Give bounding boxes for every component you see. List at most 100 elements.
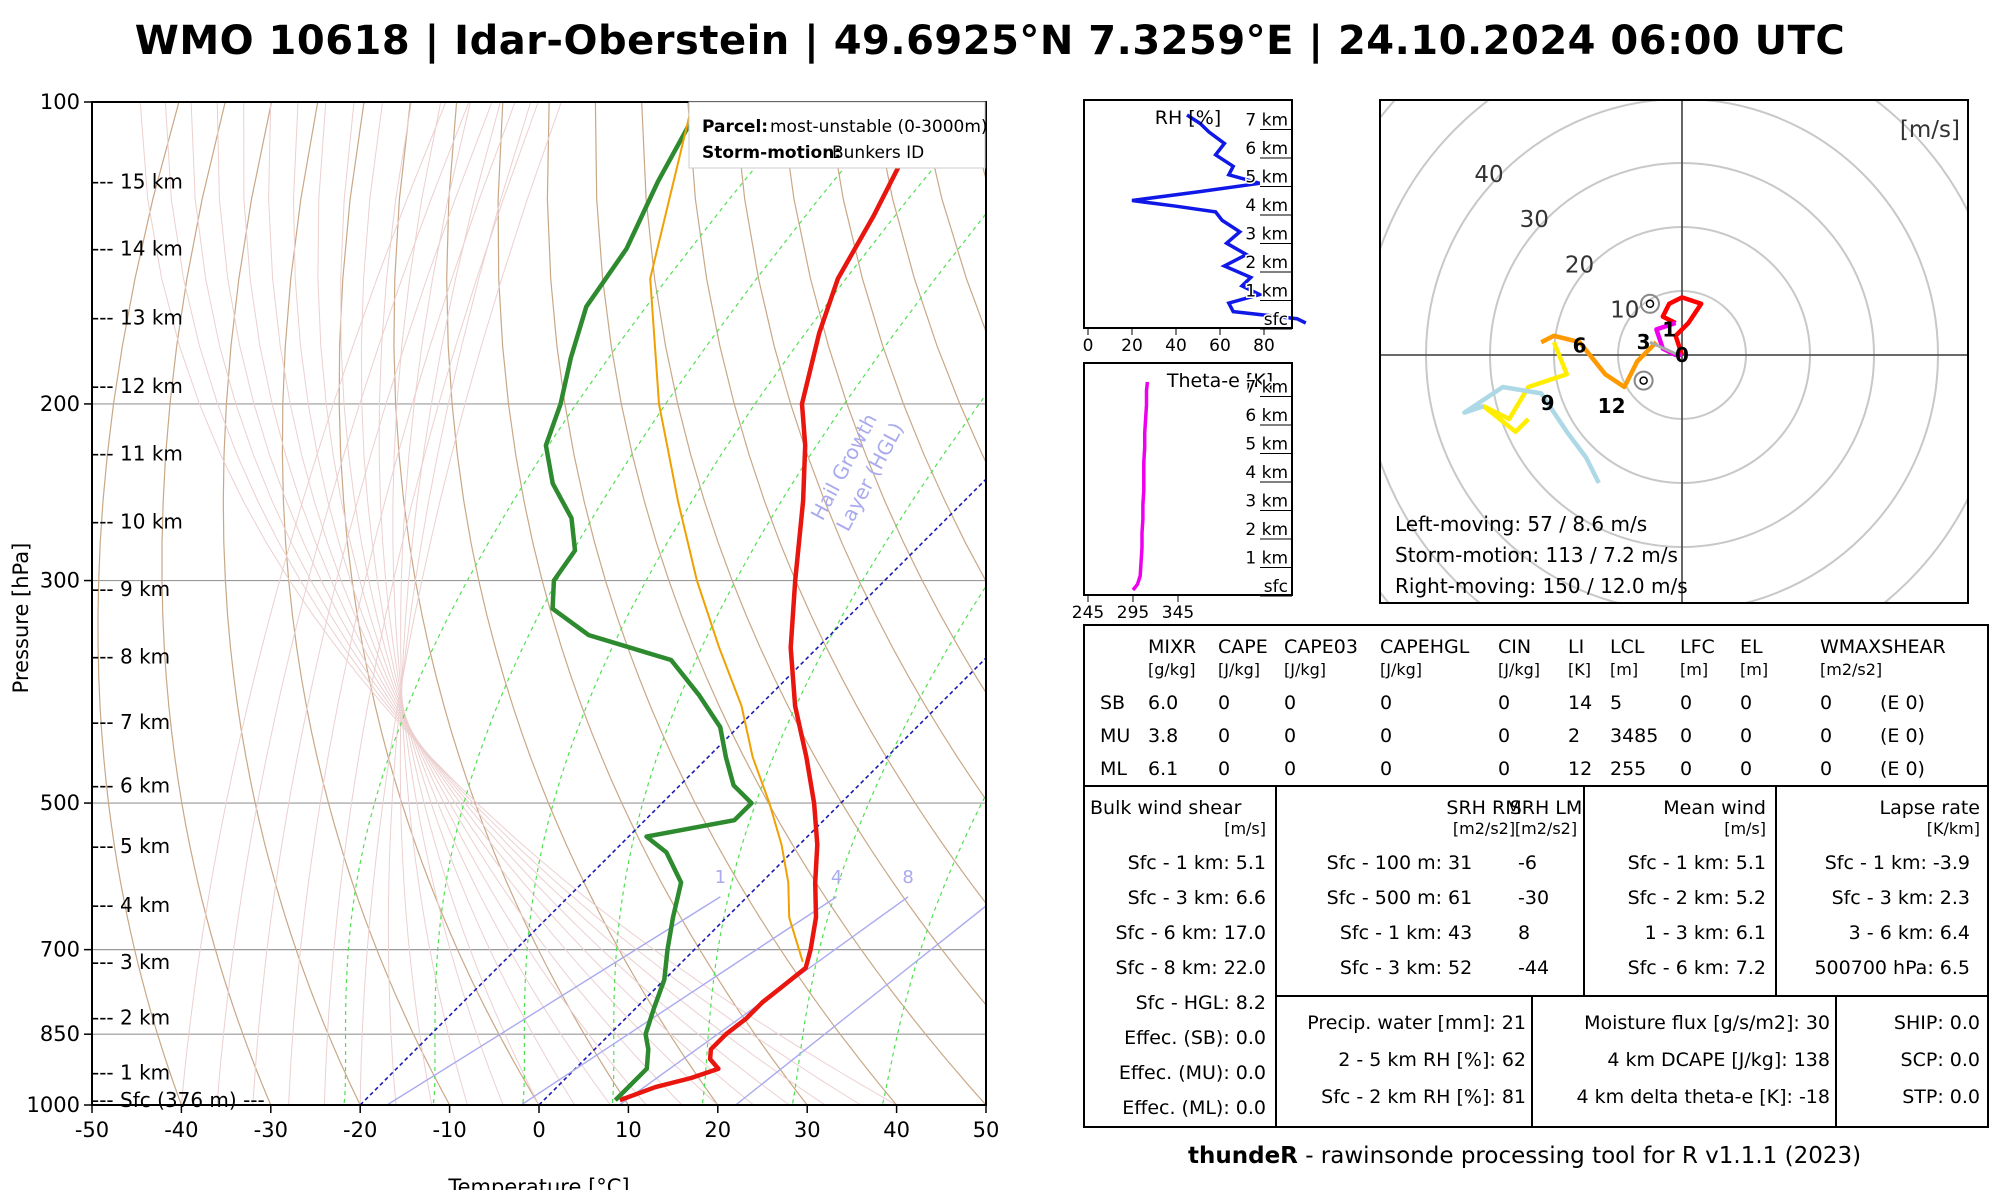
- x-tick-label: 0: [532, 1118, 545, 1142]
- param-value: 0: [1498, 692, 1510, 714]
- dry-adiabat: [872, 102, 986, 464]
- rh-y-tick-label: 1 km: [1245, 282, 1288, 302]
- footer: thundeR - rawinsonde processing tool for…: [1188, 1143, 1861, 1169]
- param-value: 255: [1610, 758, 1646, 780]
- param-value: 0: [1380, 725, 1392, 747]
- param-value: (E 0): [1880, 692, 1925, 714]
- moist-adiabat: [317, 102, 647, 1105]
- storm-motion-text: Storm-motion: 113 / 7.2 m/s: [1395, 543, 1678, 567]
- mean-wind-unit: [m/s]: [1724, 819, 1766, 838]
- lapse-rate-row: Sfc - 3 km: 2.3: [1832, 887, 1970, 909]
- param-header: LCL: [1610, 636, 1645, 658]
- flux-row: 4 km DCAPE [J/kg]: 138: [1607, 1049, 1830, 1071]
- x-tick-label: -20: [343, 1118, 377, 1142]
- param-header: WMAXSHEAR: [1820, 636, 1946, 658]
- moist-adiabat: [190, 102, 827, 1105]
- rh-title: RH [%]: [1155, 107, 1221, 129]
- theta-e-line: [1131, 381, 1150, 592]
- height-label: --- 9 km: [92, 577, 170, 601]
- moisture-row: Precip. water [mm]: 21: [1307, 1012, 1526, 1034]
- param-row-label: MU: [1100, 725, 1130, 747]
- srh-rm-unit: [m2/s2]: [1453, 819, 1515, 838]
- legend-storm-value: Bunkers ID: [832, 143, 924, 163]
- flux-row: Moisture flux [g/s/m2]: 30: [1584, 1012, 1830, 1034]
- moist-adiabat: [216, 102, 470, 1105]
- height-label: --- 7 km: [92, 710, 170, 734]
- mixing-ratio-line: [520, 896, 838, 1105]
- height-label: --- 3 km: [92, 950, 170, 974]
- hodo-height-label: 6: [1573, 333, 1587, 357]
- height-label: --- Sfc (376 m) ---: [92, 1088, 265, 1112]
- storm-marker-dot: [1645, 299, 1655, 309]
- moist-adiabat-dashed: [791, 585, 986, 1105]
- srh-rm-value: 61: [1448, 887, 1472, 909]
- y-tick-label: 700: [40, 938, 80, 962]
- param-value: 2: [1568, 725, 1580, 747]
- dry-adiabat: [446, 102, 719, 1105]
- param-value: 0: [1680, 725, 1692, 747]
- moist-adiabat-dashed: [343, 102, 810, 1105]
- bulk-shear-row: Sfc - 3 km: 6.6: [1128, 887, 1266, 909]
- moist-adiabat: [387, 102, 532, 1105]
- te-y-tick-label: 5 km: [1245, 435, 1288, 455]
- x-tick-label: 20: [704, 1118, 731, 1142]
- moist-adiabat: [292, 102, 683, 1105]
- param-row-label: ML: [1100, 758, 1127, 780]
- rh-y-tick-label: 3 km: [1245, 225, 1288, 245]
- bulk-shear-title: Bulk wind shear: [1090, 797, 1242, 819]
- param-header: CAPEHGL: [1380, 636, 1470, 658]
- hodo-ring-label: 20: [1565, 252, 1594, 278]
- srh-row-label: Sfc - 1 km:: [1340, 922, 1442, 944]
- hodo-segment: [1540, 333, 1658, 390]
- storm-marker: [1633, 370, 1654, 391]
- x-axis-label: Temperature [°C]: [447, 1175, 629, 1190]
- param-value: 0: [1680, 758, 1692, 780]
- height-label: --- 8 km: [92, 644, 170, 668]
- param-value: 0: [1284, 725, 1296, 747]
- moist-adiabat: [360, 102, 576, 1105]
- hodo-height-label: 0: [1675, 343, 1689, 367]
- param-header: EL: [1740, 636, 1763, 658]
- srh-rm-value: 43: [1448, 922, 1472, 944]
- lapse-rate-unit: [K/km]: [1927, 819, 1980, 838]
- bulk-shear-row: Effec. (ML): 0.0: [1122, 1097, 1266, 1119]
- srh-lm-unit: [m2/s2]: [1515, 819, 1577, 838]
- height-label: --- 13 km: [92, 305, 183, 329]
- rh-y-tick-label: 5 km: [1245, 168, 1288, 188]
- bulk-shear-row: Sfc - 6 km: 17.0: [1115, 922, 1266, 944]
- mean-wind-row: Sfc - 2 km: 5.2: [1628, 887, 1766, 909]
- te-y-tick-label: 2 km: [1245, 520, 1288, 540]
- param-value: 0: [1498, 758, 1510, 780]
- storm-motion-text: Left-moving: 57 / 8.6 m/s: [1395, 512, 1647, 536]
- srh-row-label: Sfc - 3 km:: [1340, 957, 1442, 979]
- series-parcel: [649, 102, 804, 963]
- dry-adiabat: [497, 102, 808, 1105]
- param-header: CIN: [1498, 636, 1531, 658]
- param-header: CAPE03: [1284, 636, 1358, 658]
- mean-wind-row: Sfc - 1 km: 5.1: [1628, 852, 1766, 874]
- param-value: 6.1: [1148, 758, 1178, 780]
- srh-row-label: Sfc - 500 m:: [1327, 887, 1442, 909]
- param-header: LI: [1568, 636, 1584, 658]
- te-y-tick-label: 3 km: [1245, 492, 1288, 512]
- moist-adiabat: [164, 102, 862, 1105]
- y-tick-label: 850: [40, 1022, 80, 1046]
- y-tick-label: 200: [40, 392, 80, 416]
- height-label: --- 5 km: [92, 834, 170, 858]
- param-unit: [m]: [1610, 660, 1638, 679]
- mean-wind-title: Mean wind: [1663, 797, 1766, 819]
- dry-adiabat: [97, 102, 183, 1105]
- mixing-ratio-line: [735, 905, 986, 1105]
- mixing-ratio-label: 16: [986, 867, 1009, 888]
- lapse-rate-row: Sfc - 1 km: -3.9: [1825, 852, 1970, 874]
- bulk-shear-row: Effec. (MU): 0.0: [1119, 1062, 1266, 1084]
- rh-panel: RH [%] 0 20 40 60 80 7 km 6 km 5 km 4 km 3 km 2 km…: [1083, 99, 1307, 355]
- moist-adiabat-dashed: [881, 793, 986, 1105]
- y-tick-label: 500: [40, 791, 80, 815]
- srh-lm-value: -6: [1518, 852, 1537, 874]
- param-value: 5: [1610, 692, 1622, 714]
- rh-x-tick-label: 60: [1209, 336, 1231, 355]
- moisture-row: 2 - 5 km RH [%]: 62: [1338, 1049, 1526, 1071]
- rh-x-tick-label: 80: [1253, 336, 1275, 355]
- hodo-segment: [1481, 341, 1570, 435]
